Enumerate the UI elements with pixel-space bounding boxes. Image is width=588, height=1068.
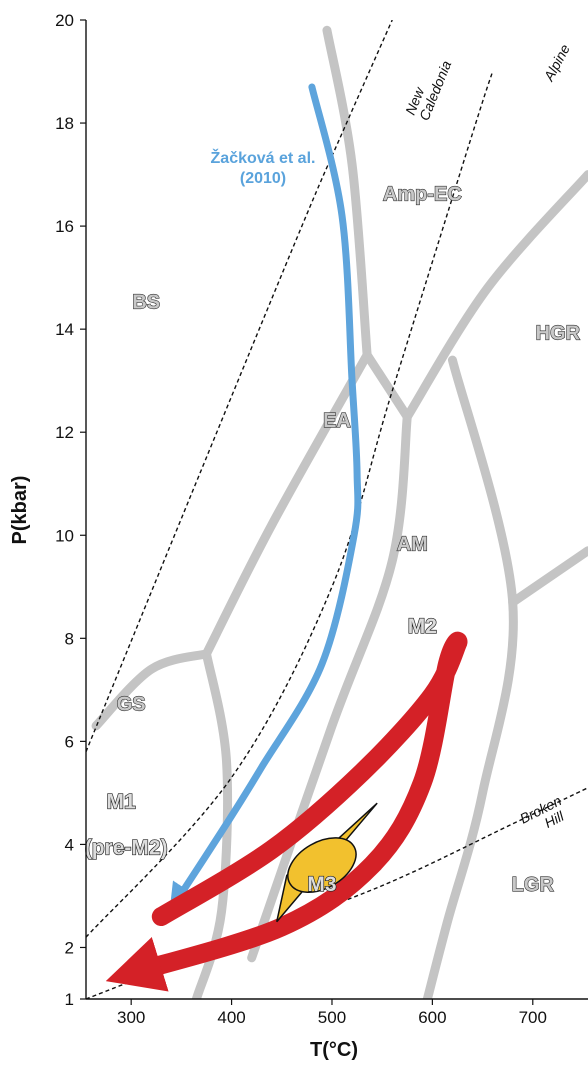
facies-boundaries	[91, 25, 588, 999]
facies-boundary-line	[508, 546, 588, 607]
facies-boundary-line	[91, 649, 211, 731]
x-tick-label: 500	[318, 1008, 346, 1027]
facies-label: EA	[323, 410, 351, 432]
x-tick-label: 400	[217, 1008, 245, 1027]
zackova-label: Žačková et al. (2010)	[211, 148, 316, 187]
x-tick-label: 300	[117, 1008, 145, 1027]
x-ticks: 300 400 500 600 700	[117, 999, 547, 1027]
y-tick-label: 14	[55, 320, 74, 339]
facies-boundary-line	[201, 350, 372, 659]
facies-label: Amp-EC	[383, 183, 462, 205]
m3-field-ellipse	[287, 837, 357, 893]
event-label: (pre-M2)	[85, 837, 168, 860]
event-label: M1	[107, 790, 136, 813]
y-tick-label: 18	[55, 114, 74, 133]
event-label: M3	[307, 873, 336, 896]
y-tick-label: 6	[65, 732, 74, 751]
y-tick-label: 1	[65, 990, 74, 1009]
zackova-label-line: Žačková et al.	[211, 148, 316, 167]
y-tick-label: 2	[65, 938, 74, 957]
y-tick-label: 20	[55, 11, 74, 30]
y-tick-label: 8	[65, 629, 74, 648]
geotherm-line	[86, 20, 393, 752]
facies-boundary-line	[402, 170, 588, 422]
zackova-path-line	[169, 83, 362, 912]
geotherm-line	[86, 787, 588, 999]
facies-boundary-line	[362, 350, 412, 422]
pt-paths	[105, 83, 468, 992]
zackova-label-line: (2010)	[240, 170, 286, 187]
y-tick-label: 12	[55, 423, 74, 442]
broken-hill-label: BrokenHill	[517, 792, 571, 840]
facies-label: HGR	[536, 322, 581, 344]
facies-label: LGR	[512, 874, 555, 896]
y-tick-label: 10	[55, 526, 74, 545]
m-path-line	[105, 631, 468, 992]
new-caledonia-label: NewCaledonia	[402, 52, 454, 122]
y-axis-label: P(kbar)	[9, 476, 31, 545]
alpine-label: Alpine	[540, 41, 573, 84]
y-tick-label: 16	[55, 217, 74, 236]
facies-label: GS	[117, 693, 146, 715]
chart-labels: BS Amp-EC HGR EA AM GS LGR M2 M1 (pre-M2) M3 Žačkov…	[84, 41, 581, 896]
x-tick-label: 600	[418, 1008, 446, 1027]
facies-label: AM	[397, 534, 428, 556]
facies-boundary-line	[322, 25, 372, 360]
plot-area: BS Amp-EC HGR EA AM GS LGR M2 M1 (pre-M2) M3 Žačkov…	[84, 20, 588, 999]
m3-field-layer	[276, 802, 378, 923]
event-label: M2	[408, 615, 437, 638]
facies-boundary-line	[247, 412, 412, 963]
x-axis-label: T(°C)	[310, 1039, 358, 1061]
y-tick-label: 4	[65, 835, 74, 854]
facies-label: BS	[132, 292, 160, 314]
x-tick-label: 700	[519, 1008, 547, 1027]
facies-boundary-line	[422, 355, 518, 999]
